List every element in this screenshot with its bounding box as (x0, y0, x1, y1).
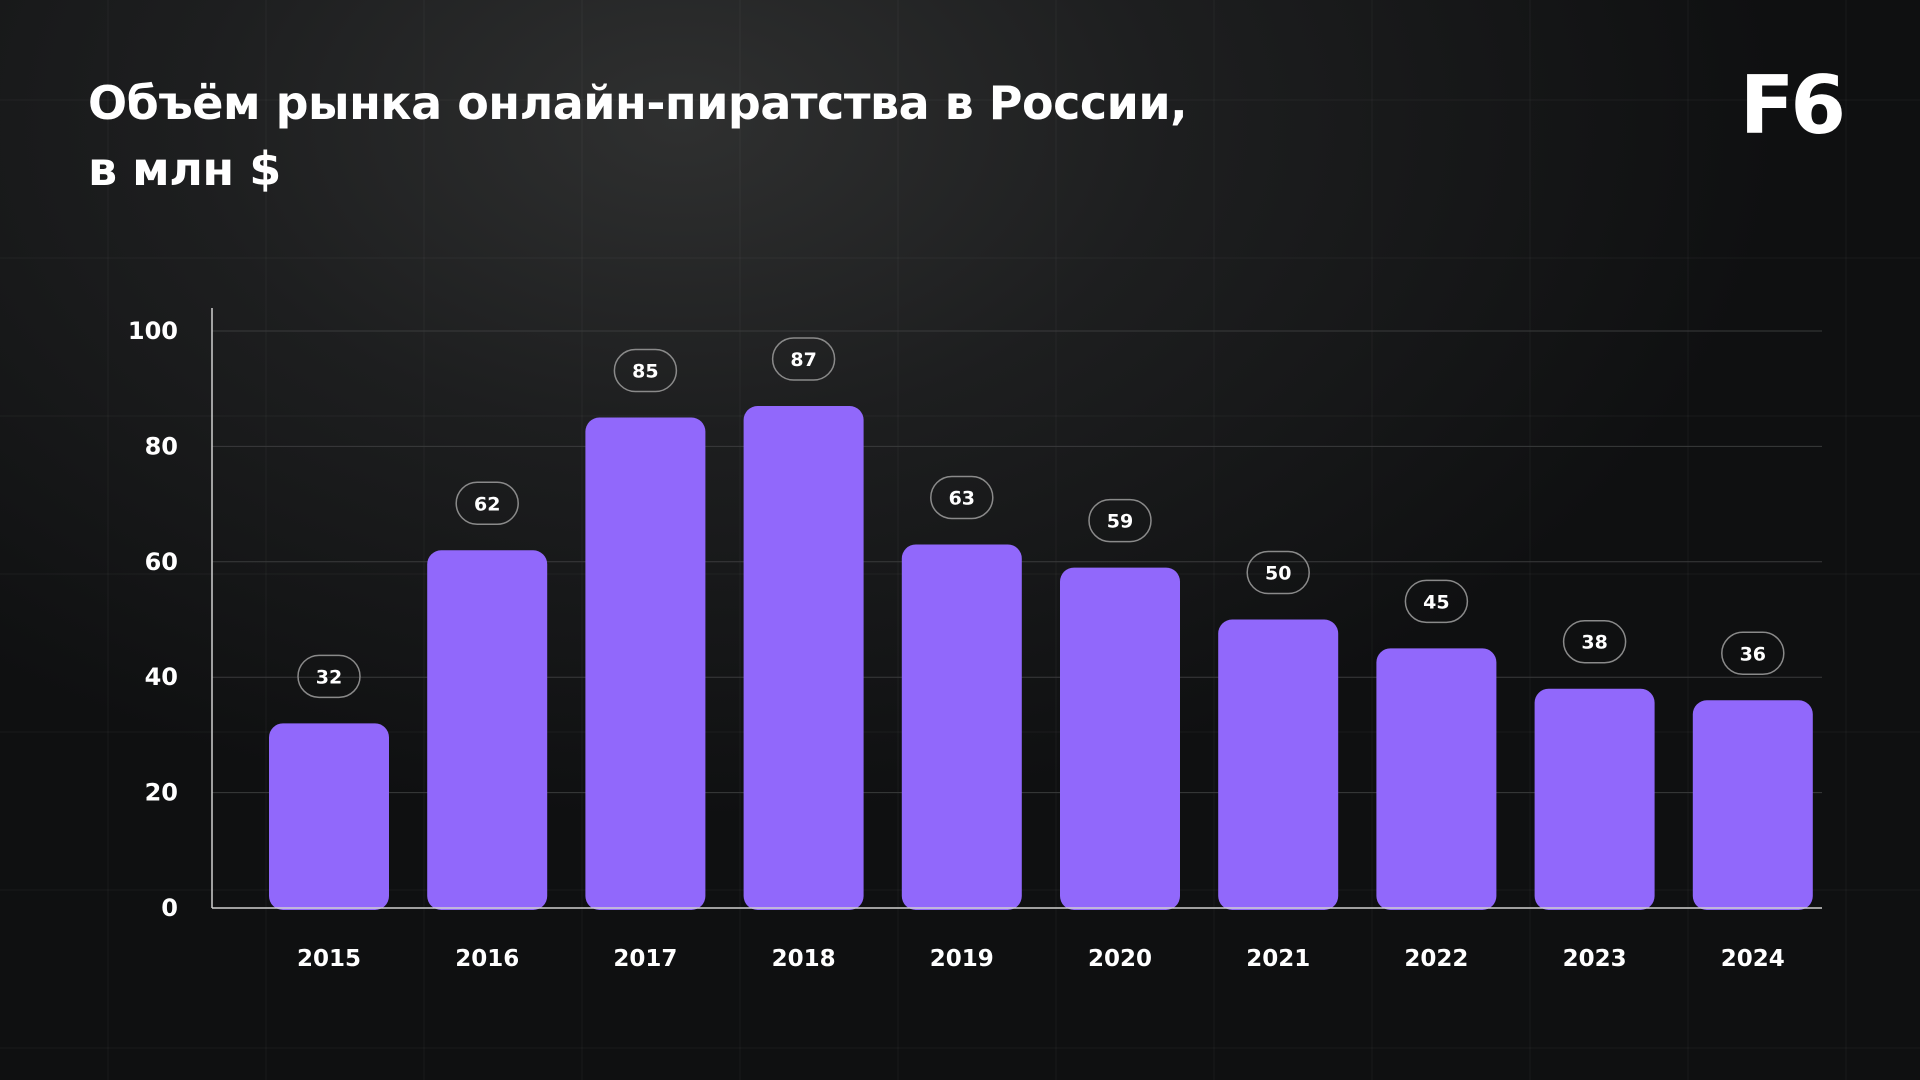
f6-logo: F6 (1739, 59, 1846, 152)
bar-2015 (269, 723, 389, 910)
page-title: Объём рынка онлайн-пиратства в России, в… (88, 70, 1388, 202)
bar-2018 (743, 406, 864, 910)
value-label-pill (1088, 498, 1152, 543)
x-tick-label-2020: 2020 (1088, 946, 1152, 972)
value-label-2016: 62 (474, 493, 500, 515)
x-tick-label-2024: 2024 (1721, 946, 1785, 972)
value-label-pill (1246, 550, 1310, 595)
value-label-2015: 32 (316, 666, 342, 688)
y-tick-label: 60 (145, 548, 178, 576)
x-tick-label-2016: 2016 (455, 946, 519, 972)
value-label-2019: 63 (949, 487, 975, 509)
value-label-2018: 87 (790, 349, 816, 371)
value-label-pill (930, 475, 994, 520)
x-tick-label-2021: 2021 (1246, 946, 1310, 972)
x-tick-label-2019: 2019 (930, 946, 994, 972)
title-line-1: Объём рынка онлайн-пиратства в России, (88, 76, 1188, 130)
bar-2017 (585, 417, 706, 910)
bar-2022 (1376, 648, 1497, 910)
value-label-pill (297, 654, 361, 699)
y-tick-label: 20 (145, 779, 178, 807)
bar-2020 (1060, 567, 1180, 910)
value-label-pill (1721, 631, 1785, 676)
value-label-pill (1404, 579, 1469, 624)
x-tick-label-2018: 2018 (772, 946, 836, 972)
value-label-2017: 85 (632, 361, 658, 383)
title-line-2: в млн $ (88, 142, 281, 196)
x-tick-label-2023: 2023 (1563, 946, 1627, 972)
value-label-2023: 38 (1581, 632, 1607, 654)
x-tick-label-2022: 2022 (1404, 946, 1468, 972)
bar-2016 (427, 550, 548, 910)
x-tick-label-2015: 2015 (297, 946, 361, 972)
bar-2021 (1218, 619, 1339, 910)
bar-2024 (1692, 700, 1813, 910)
value-label-2020: 59 (1107, 511, 1133, 533)
value-label-pill (613, 348, 678, 393)
y-tick-label: 80 (145, 432, 178, 460)
value-label-2024: 36 (1740, 643, 1766, 665)
y-tick-label: 100 (128, 317, 178, 345)
value-label-pill (1562, 619, 1627, 664)
y-tick-label: 0 (161, 894, 178, 922)
value-label-pill (771, 337, 836, 381)
x-tick-label-2017: 2017 (613, 946, 677, 972)
value-label-2022: 45 (1423, 591, 1449, 613)
bar-2019 (901, 544, 1022, 910)
y-tick-label: 40 (145, 663, 178, 691)
bar-2023 (1534, 688, 1655, 910)
value-label-pill (455, 481, 519, 526)
value-label-2021: 50 (1265, 563, 1291, 585)
